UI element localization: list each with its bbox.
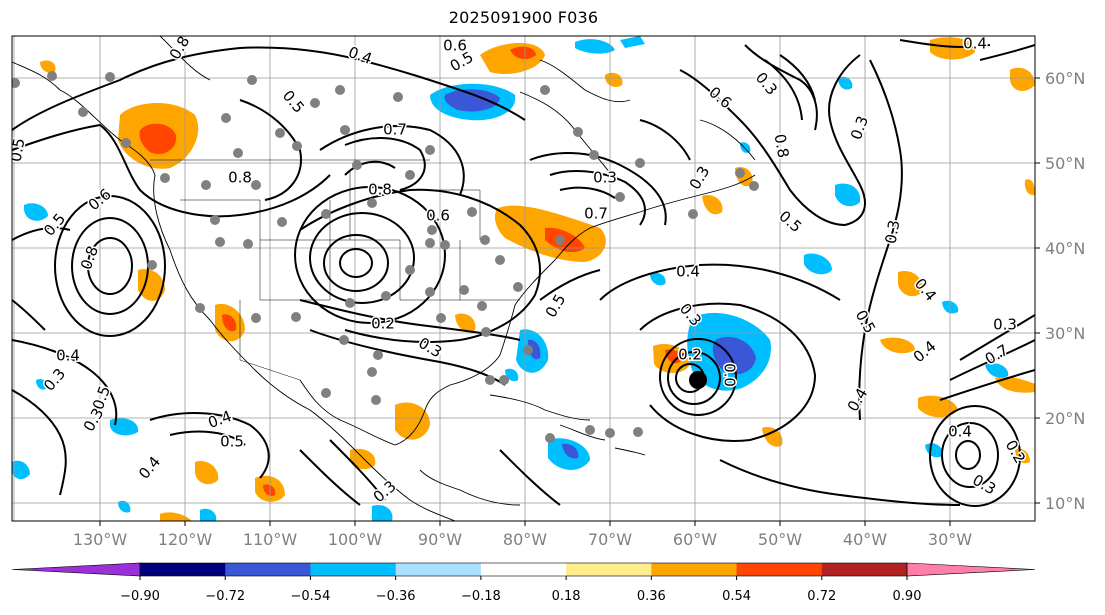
contour-label: 0.7 — [584, 205, 608, 223]
lat-labels: 60°N 50°N 40°N 30°N 20°N 10°N — [1045, 69, 1085, 513]
plot-frame — [11, 35, 1036, 522]
contour-label: 0.3 — [415, 334, 445, 362]
contour-label: 0.6 — [426, 207, 450, 225]
colorbar-segment — [140, 563, 226, 576]
map-title: 2025091900 F036 — [448, 8, 599, 27]
contour-label: 0.3 — [593, 169, 617, 187]
lon-labels: 130°W 120°W 110°W 100°W 90°W 80°W 70°W 6… — [73, 530, 972, 549]
colorbar-tick-label: 0.54 — [722, 589, 751, 604]
colorbar-tick-label: 0.90 — [893, 589, 922, 604]
lon-label: 30°W — [928, 530, 972, 549]
positive-shading — [40, 37, 1035, 521]
contour-label: 0.3 — [370, 477, 400, 506]
colorbar-segment — [225, 563, 311, 576]
colorbar-tick-label: 0.18 — [552, 589, 581, 604]
contour-lines — [12, 39, 1035, 507]
lon-label: 70°W — [588, 530, 632, 549]
lat-label: 50°N — [1045, 154, 1085, 173]
colorbar-segment — [821, 563, 908, 576]
contour-label: 0.4 — [910, 337, 940, 366]
lon-label: 100°W — [328, 530, 383, 549]
contour-label: 0.6 — [85, 185, 115, 214]
lon-label: 60°W — [673, 530, 717, 549]
contour-label: 0.5 — [852, 307, 880, 337]
contour-label: 0.5 — [7, 137, 29, 164]
lat-label: 20°N — [1045, 409, 1085, 428]
contour-label: 0.5 — [279, 87, 308, 117]
lon-label: 90°W — [418, 530, 462, 549]
contour-label: 0.4 — [676, 263, 700, 281]
contour-label: 0.3 — [993, 316, 1017, 334]
lon-label: 120°W — [158, 530, 213, 549]
storm-center-marker — [689, 371, 707, 389]
lon-label: 80°W — [503, 530, 547, 549]
contour-label: 0.2 — [678, 346, 702, 364]
lon-label: 50°W — [758, 530, 802, 549]
colorbar-extend-high — [906, 562, 1036, 577]
coastlines — [12, 36, 756, 521]
colorbar-tick-label: −0.36 — [376, 589, 416, 604]
contour-label: 0.6 — [705, 83, 735, 112]
contour-label: 0.3 — [847, 114, 872, 143]
colorbar-tick-label: 0.72 — [807, 589, 836, 604]
lat-label: 30°N — [1045, 324, 1085, 343]
contour-label: 0.3 — [752, 69, 781, 99]
contour-label: 0.0 — [721, 363, 739, 387]
contour-label: 0.4 — [135, 453, 164, 483]
contour-label: 0.6 — [443, 37, 467, 55]
contour-label: 0.4 — [963, 35, 987, 53]
contour-label: 0.3 — [969, 471, 999, 499]
contour-label: 0.4 — [948, 423, 972, 441]
forecast-map: 0.4 0.60.50.40.80.50.70.80.80.60.60.50.50… — [7, 33, 1085, 549]
colorbar-segment — [651, 563, 738, 576]
negative-shading — [12, 36, 1009, 521]
station-dots — [12, 71, 759, 443]
contour-label: 0.8 — [771, 133, 793, 160]
axis-ticks — [99, 77, 1040, 526]
contour-label: 0.4 — [844, 385, 872, 415]
contour-label: 0.4 — [56, 347, 80, 365]
colorbar-tick-label: 0.36 — [637, 589, 666, 604]
contour-label: 0.4 — [206, 407, 235, 432]
lon-label: 130°W — [73, 530, 128, 549]
colorbar-segment — [736, 563, 823, 576]
colorbar-tick-label: −0.54 — [291, 589, 331, 604]
colorbar-tick-label: −0.18 — [461, 589, 501, 604]
lat-label: 10°N — [1045, 494, 1085, 513]
colorbar-segment — [395, 563, 482, 576]
contour-label: 0.7 — [383, 121, 407, 139]
contour-label: 0.8 — [228, 169, 252, 187]
colorbar-tick-label: −0.72 — [205, 589, 245, 604]
contour-label: 0.2 — [371, 315, 395, 333]
contour-label: 0.8 — [368, 181, 392, 199]
colorbar-segment — [480, 563, 567, 576]
contour-label: 0.3 — [40, 365, 69, 395]
political-borders — [150, 159, 520, 381]
contour-label: 0.4 — [346, 43, 375, 68]
contour-label: 0.3 — [882, 219, 904, 246]
colorbar-segment — [566, 563, 652, 576]
lat-label: 40°N — [1045, 239, 1085, 258]
lon-label: 40°W — [843, 530, 887, 549]
colorbar-tick-label: −0.90 — [120, 589, 160, 604]
lat-label: 60°N — [1045, 69, 1085, 88]
colorbar-extend-low — [11, 562, 141, 577]
contour-label: 0.3 — [686, 163, 714, 193]
contour-label: 0.8 — [166, 33, 194, 63]
contour-label: 0.5 — [220, 433, 244, 451]
colorbar-segment — [310, 563, 397, 576]
lon-label: 110°W — [243, 530, 298, 549]
